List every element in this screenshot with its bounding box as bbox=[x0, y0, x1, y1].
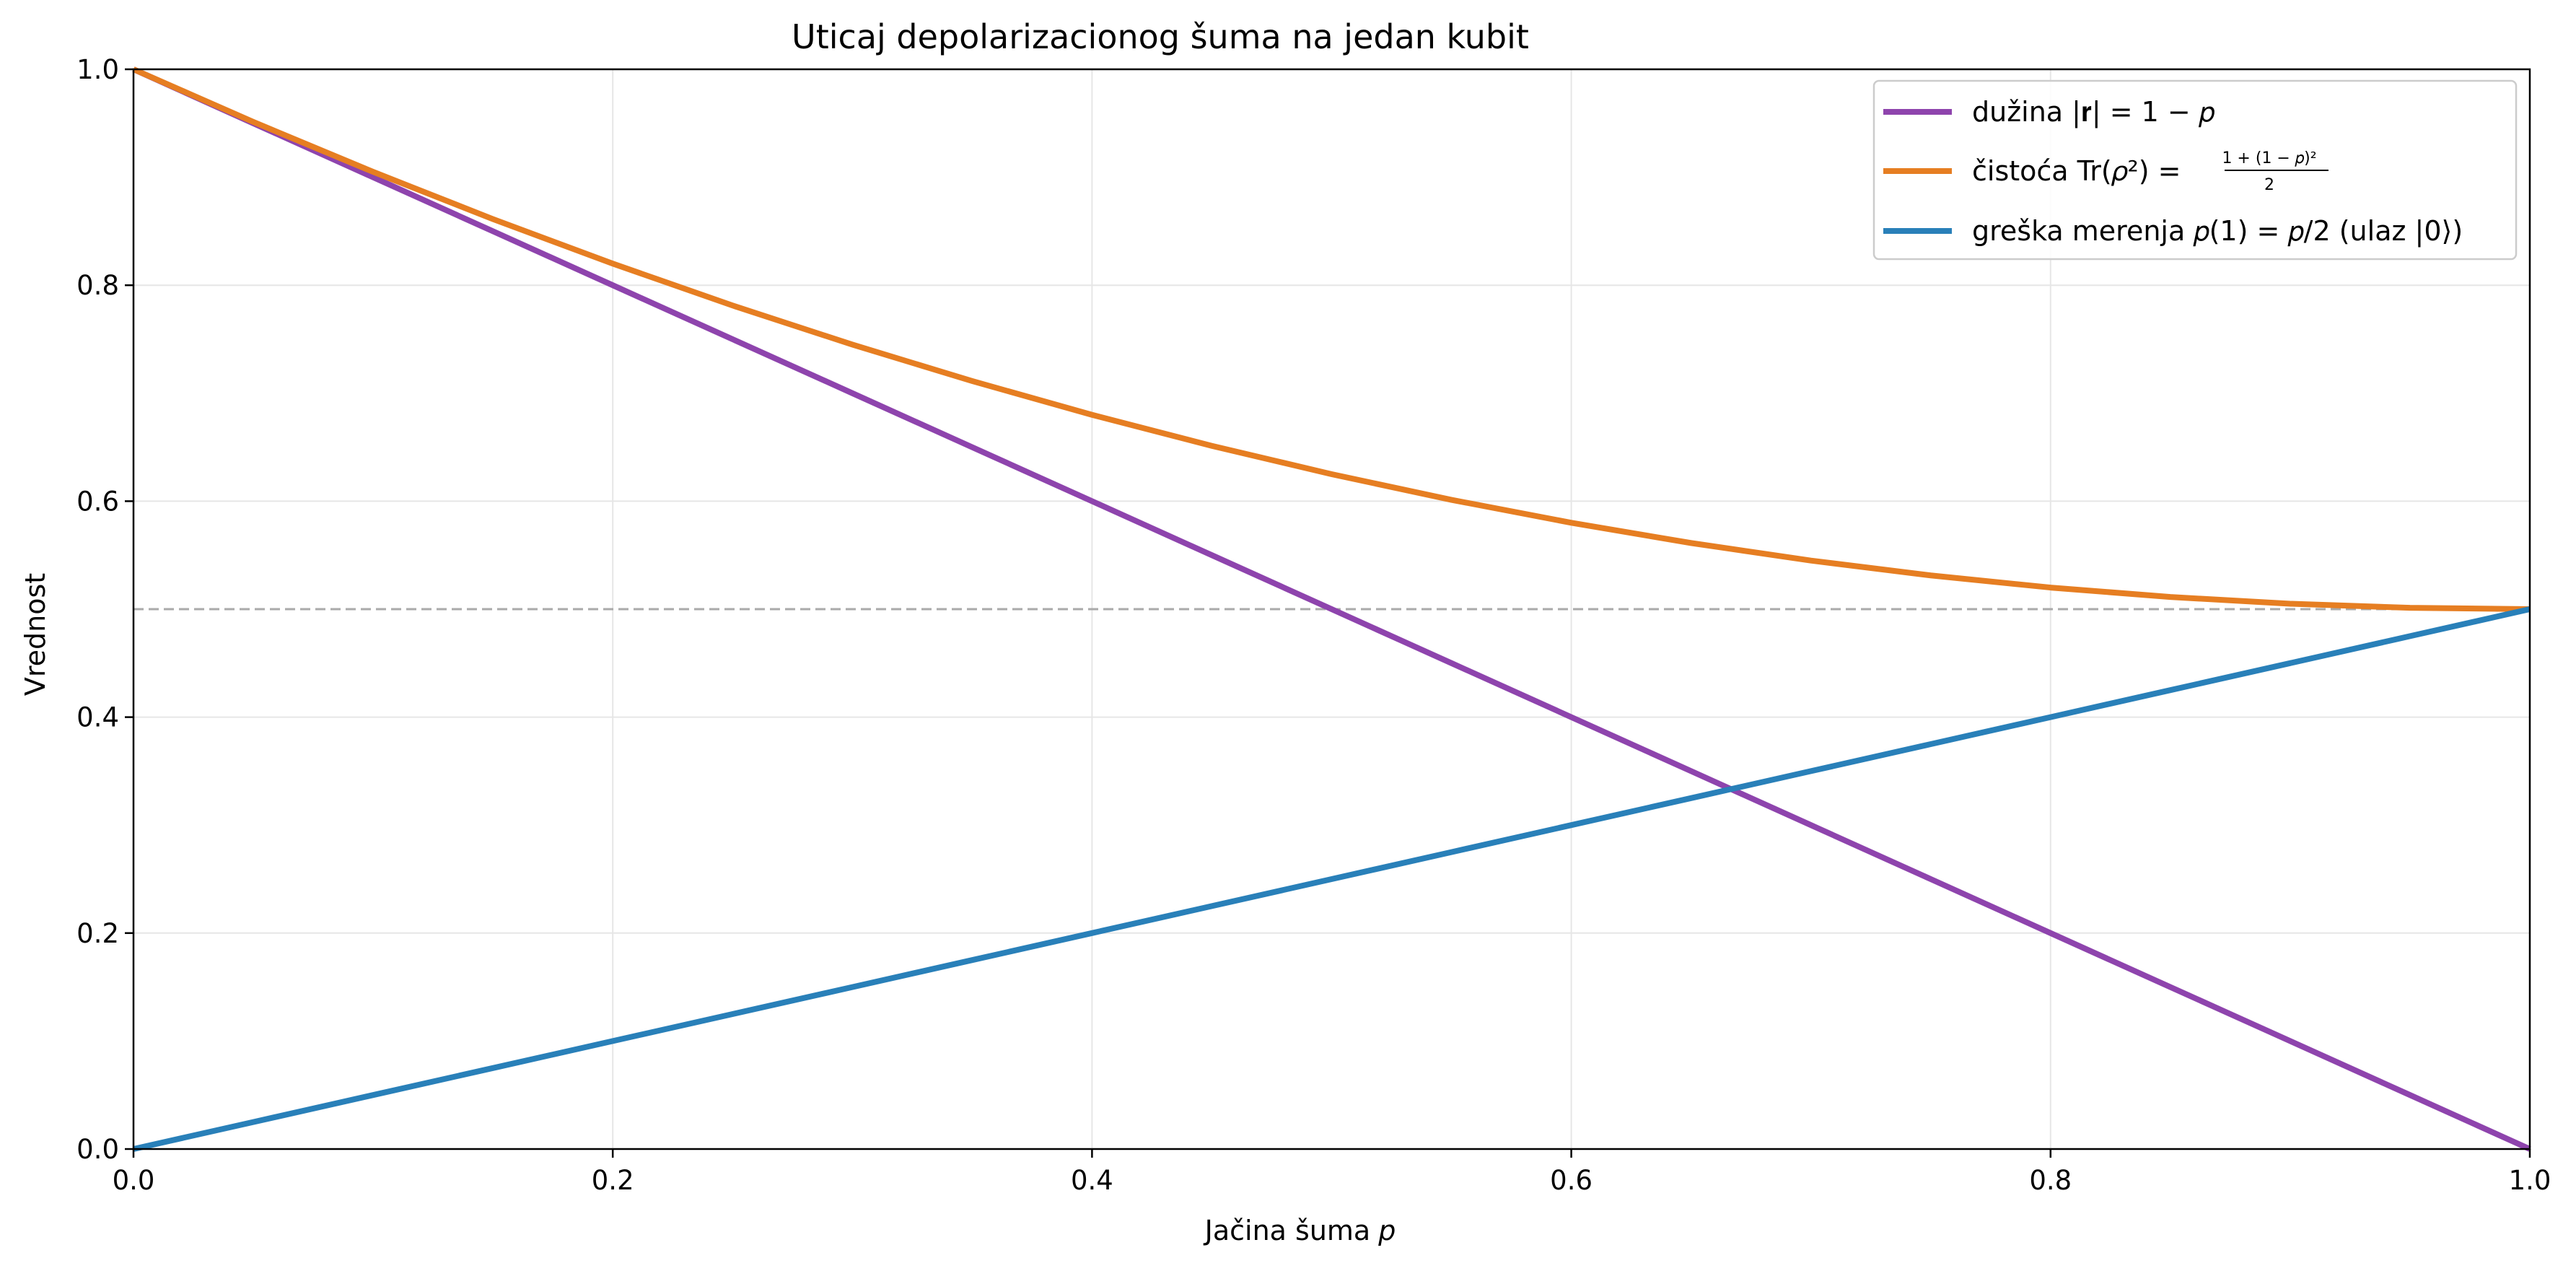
legend-label-length-text: dužina bbox=[1972, 96, 2072, 128]
x-tick-label-5: 1.0 bbox=[2509, 1165, 2551, 1196]
x-tick-label-4: 0.8 bbox=[2029, 1165, 2072, 1196]
y-axis-label: Vrednost bbox=[19, 573, 51, 696]
x-tick-label-1: 0.2 bbox=[592, 1165, 634, 1196]
legend: dužina |𝐫| = 1 − 𝑝 čistoća Tr(𝜌²) = 1 + … bbox=[1872, 79, 2518, 261]
legend-label-error-text: greška merenja bbox=[1972, 215, 2194, 247]
legend-label-purity-text: čistoća bbox=[1972, 155, 2077, 187]
y-tick-label-3: 0.6 bbox=[76, 486, 119, 517]
x-tick-label-2: 0.4 bbox=[1071, 1165, 1113, 1196]
x-axis-label-text: Jačina šuma bbox=[1204, 1215, 1371, 1246]
legend-label-purity-numerator: 1 + (1 − 𝑝)² bbox=[2222, 149, 2316, 167]
series-line-length bbox=[132, 66, 2531, 1152]
x-axis-ticks: 0.0 0.2 0.4 0.6 0.8 1.0 bbox=[113, 1149, 2551, 1196]
series-line-error bbox=[133, 606, 2531, 1152]
plot-frame bbox=[132, 68, 2531, 1150]
legend-label-error-formula: 𝑝(1) = 𝑝/2 bbox=[2193, 215, 2330, 247]
y-tick-label-0: 0.0 bbox=[76, 1134, 119, 1165]
legend-label-length-formula: |𝐫| = 1 − 𝑝 bbox=[2072, 96, 2215, 128]
x-tick-label-0: 0.0 bbox=[113, 1165, 155, 1196]
x-axis-label: Jačina šuma p bbox=[1204, 1215, 1396, 1246]
legend-label-purity-formula: Tr(𝜌²) = bbox=[2077, 155, 2181, 187]
chart-title: Uticaj depolarizacionog šuma na jedan ku… bbox=[792, 17, 1529, 56]
y-tick-label-1: 0.2 bbox=[76, 918, 119, 949]
legend-label-purity-denominator: 2 bbox=[2264, 176, 2274, 194]
y-tick-label-5: 1.0 bbox=[76, 54, 119, 85]
x-axis-label-variable: p bbox=[1377, 1215, 1396, 1246]
y-axis-ticks: 0.0 0.2 0.4 0.6 0.8 1.0 bbox=[76, 54, 133, 1165]
legend-label-error: greška merenja 𝑝(1) = 𝑝/2 (ulaz |0⟩) bbox=[1972, 215, 2463, 248]
x-tick-label-3: 0.6 bbox=[1550, 1165, 1593, 1196]
legend-box bbox=[1872, 79, 2518, 261]
y-tick-label-4: 0.8 bbox=[76, 270, 119, 301]
legend-label-length: dužina |𝐫| = 1 − 𝑝 bbox=[1972, 96, 2215, 128]
legend-label-purity: čistoća Tr(𝜌²) = bbox=[1972, 155, 2181, 187]
series-lines bbox=[132, 66, 2531, 1152]
series-line-purity bbox=[132, 66, 2531, 612]
y-tick-label-2: 0.4 bbox=[76, 702, 119, 733]
legend-label-error-suffix: (ulaz |0⟩) bbox=[2331, 215, 2463, 248]
